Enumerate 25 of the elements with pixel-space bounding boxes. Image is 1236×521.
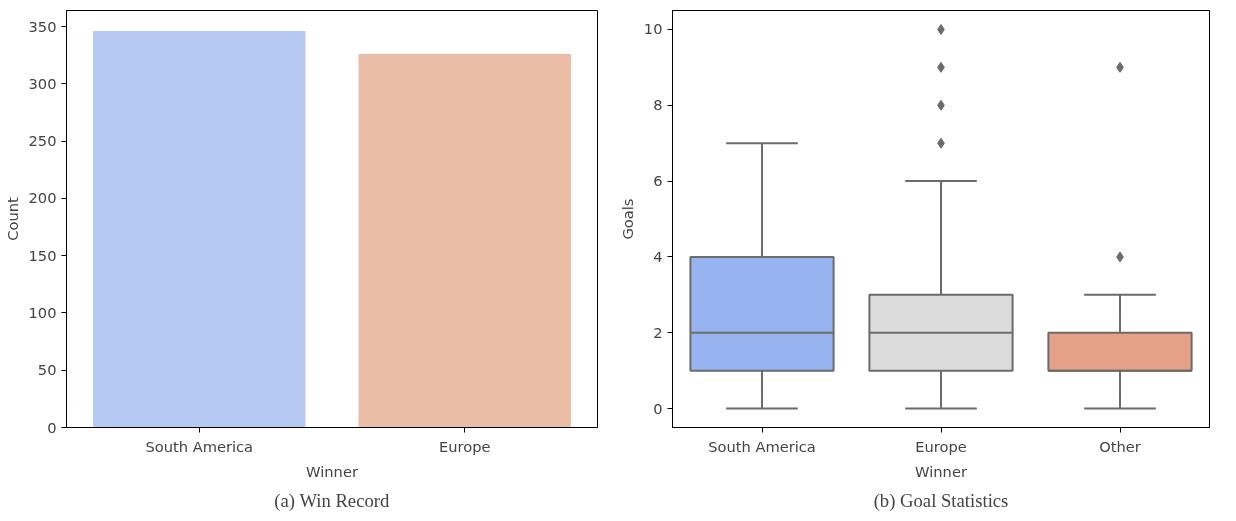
y-tick-label: 2: [653, 323, 663, 341]
text: (b) Goal Statistics: [873, 489, 1009, 512]
x-tick-label: Europe: [438, 437, 491, 455]
y-tick-label: 6: [653, 172, 663, 190]
x-tick-label: Europe: [915, 437, 967, 455]
x-tick-label: Other: [1099, 437, 1142, 455]
y-tick-label: 350: [28, 17, 57, 35]
x-tick-label: South America: [708, 437, 816, 455]
x-axis-title: Winner: [915, 462, 968, 480]
y-tick-label: 100: [28, 303, 57, 321]
y-axis-title: Count: [3, 196, 21, 241]
y-tick-label: 0: [653, 399, 663, 417]
text: (a) Win Record: [274, 489, 390, 512]
y-axis-title: Goals: [618, 198, 636, 240]
y-tick-label: 300: [28, 74, 57, 92]
y-tick-label: 150: [28, 246, 57, 264]
y-tick-label: 8: [653, 96, 663, 114]
x-axis-title: Winner: [306, 462, 359, 480]
y-tick-label: 0: [47, 418, 57, 436]
y-tick-label: 4: [653, 247, 663, 265]
y-tick-label: 50: [37, 361, 57, 379]
x-tick-label: South America: [145, 437, 254, 455]
y-tick-label: 250: [28, 132, 57, 150]
y-tick-label: 200: [28, 189, 57, 207]
y-tick-label: 10: [643, 20, 663, 38]
